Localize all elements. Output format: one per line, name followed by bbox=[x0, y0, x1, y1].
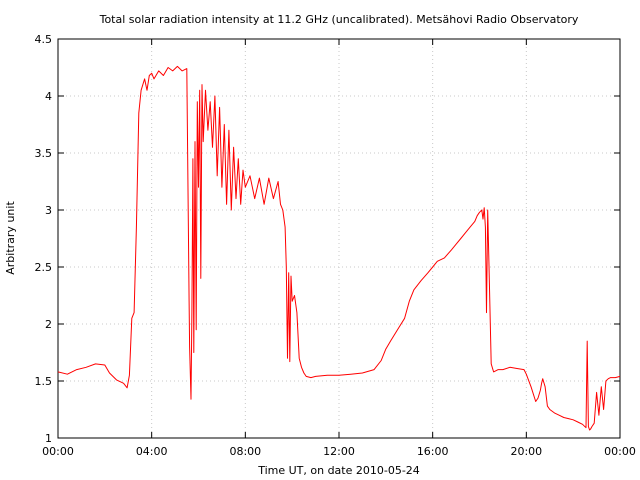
x-tick-label: 08:00 bbox=[229, 445, 261, 458]
x-tick-label: 04:00 bbox=[136, 445, 168, 458]
y-tick-label: 4 bbox=[45, 90, 52, 103]
y-axis-label: Arbitrary unit bbox=[4, 201, 17, 275]
x-tick-label: 12:00 bbox=[323, 445, 355, 458]
series-line bbox=[57, 65, 621, 431]
x-tick-label: 00:00 bbox=[604, 445, 636, 458]
y-tick-label: 4.5 bbox=[35, 33, 53, 46]
x-tick-labels: 00:00 04:00 08:00 12:00 16:00 20:00 00:00 bbox=[42, 445, 636, 458]
x-tick-label: 20:00 bbox=[510, 445, 542, 458]
x-tick-label: 16:00 bbox=[417, 445, 449, 458]
x-axis-label: Time UT, on date 2010-05-24 bbox=[257, 464, 420, 477]
y-tick-label: 2 bbox=[45, 318, 52, 331]
chart-title: Total solar radiation intensity at 11.2 … bbox=[99, 13, 579, 26]
x-tick-label: 00:00 bbox=[42, 445, 74, 458]
grid bbox=[58, 39, 620, 438]
ticks bbox=[57, 38, 621, 439]
y-tick-label: 3 bbox=[45, 204, 52, 217]
y-tick-label: 2.5 bbox=[35, 261, 53, 274]
y-tick-label: 1.5 bbox=[35, 375, 53, 388]
y-tick-label: 1 bbox=[45, 432, 52, 445]
y-tick-labels: 1 1.5 2 2.5 3 3.5 4 4.5 bbox=[35, 33, 53, 445]
y-tick-label: 3.5 bbox=[35, 147, 53, 160]
